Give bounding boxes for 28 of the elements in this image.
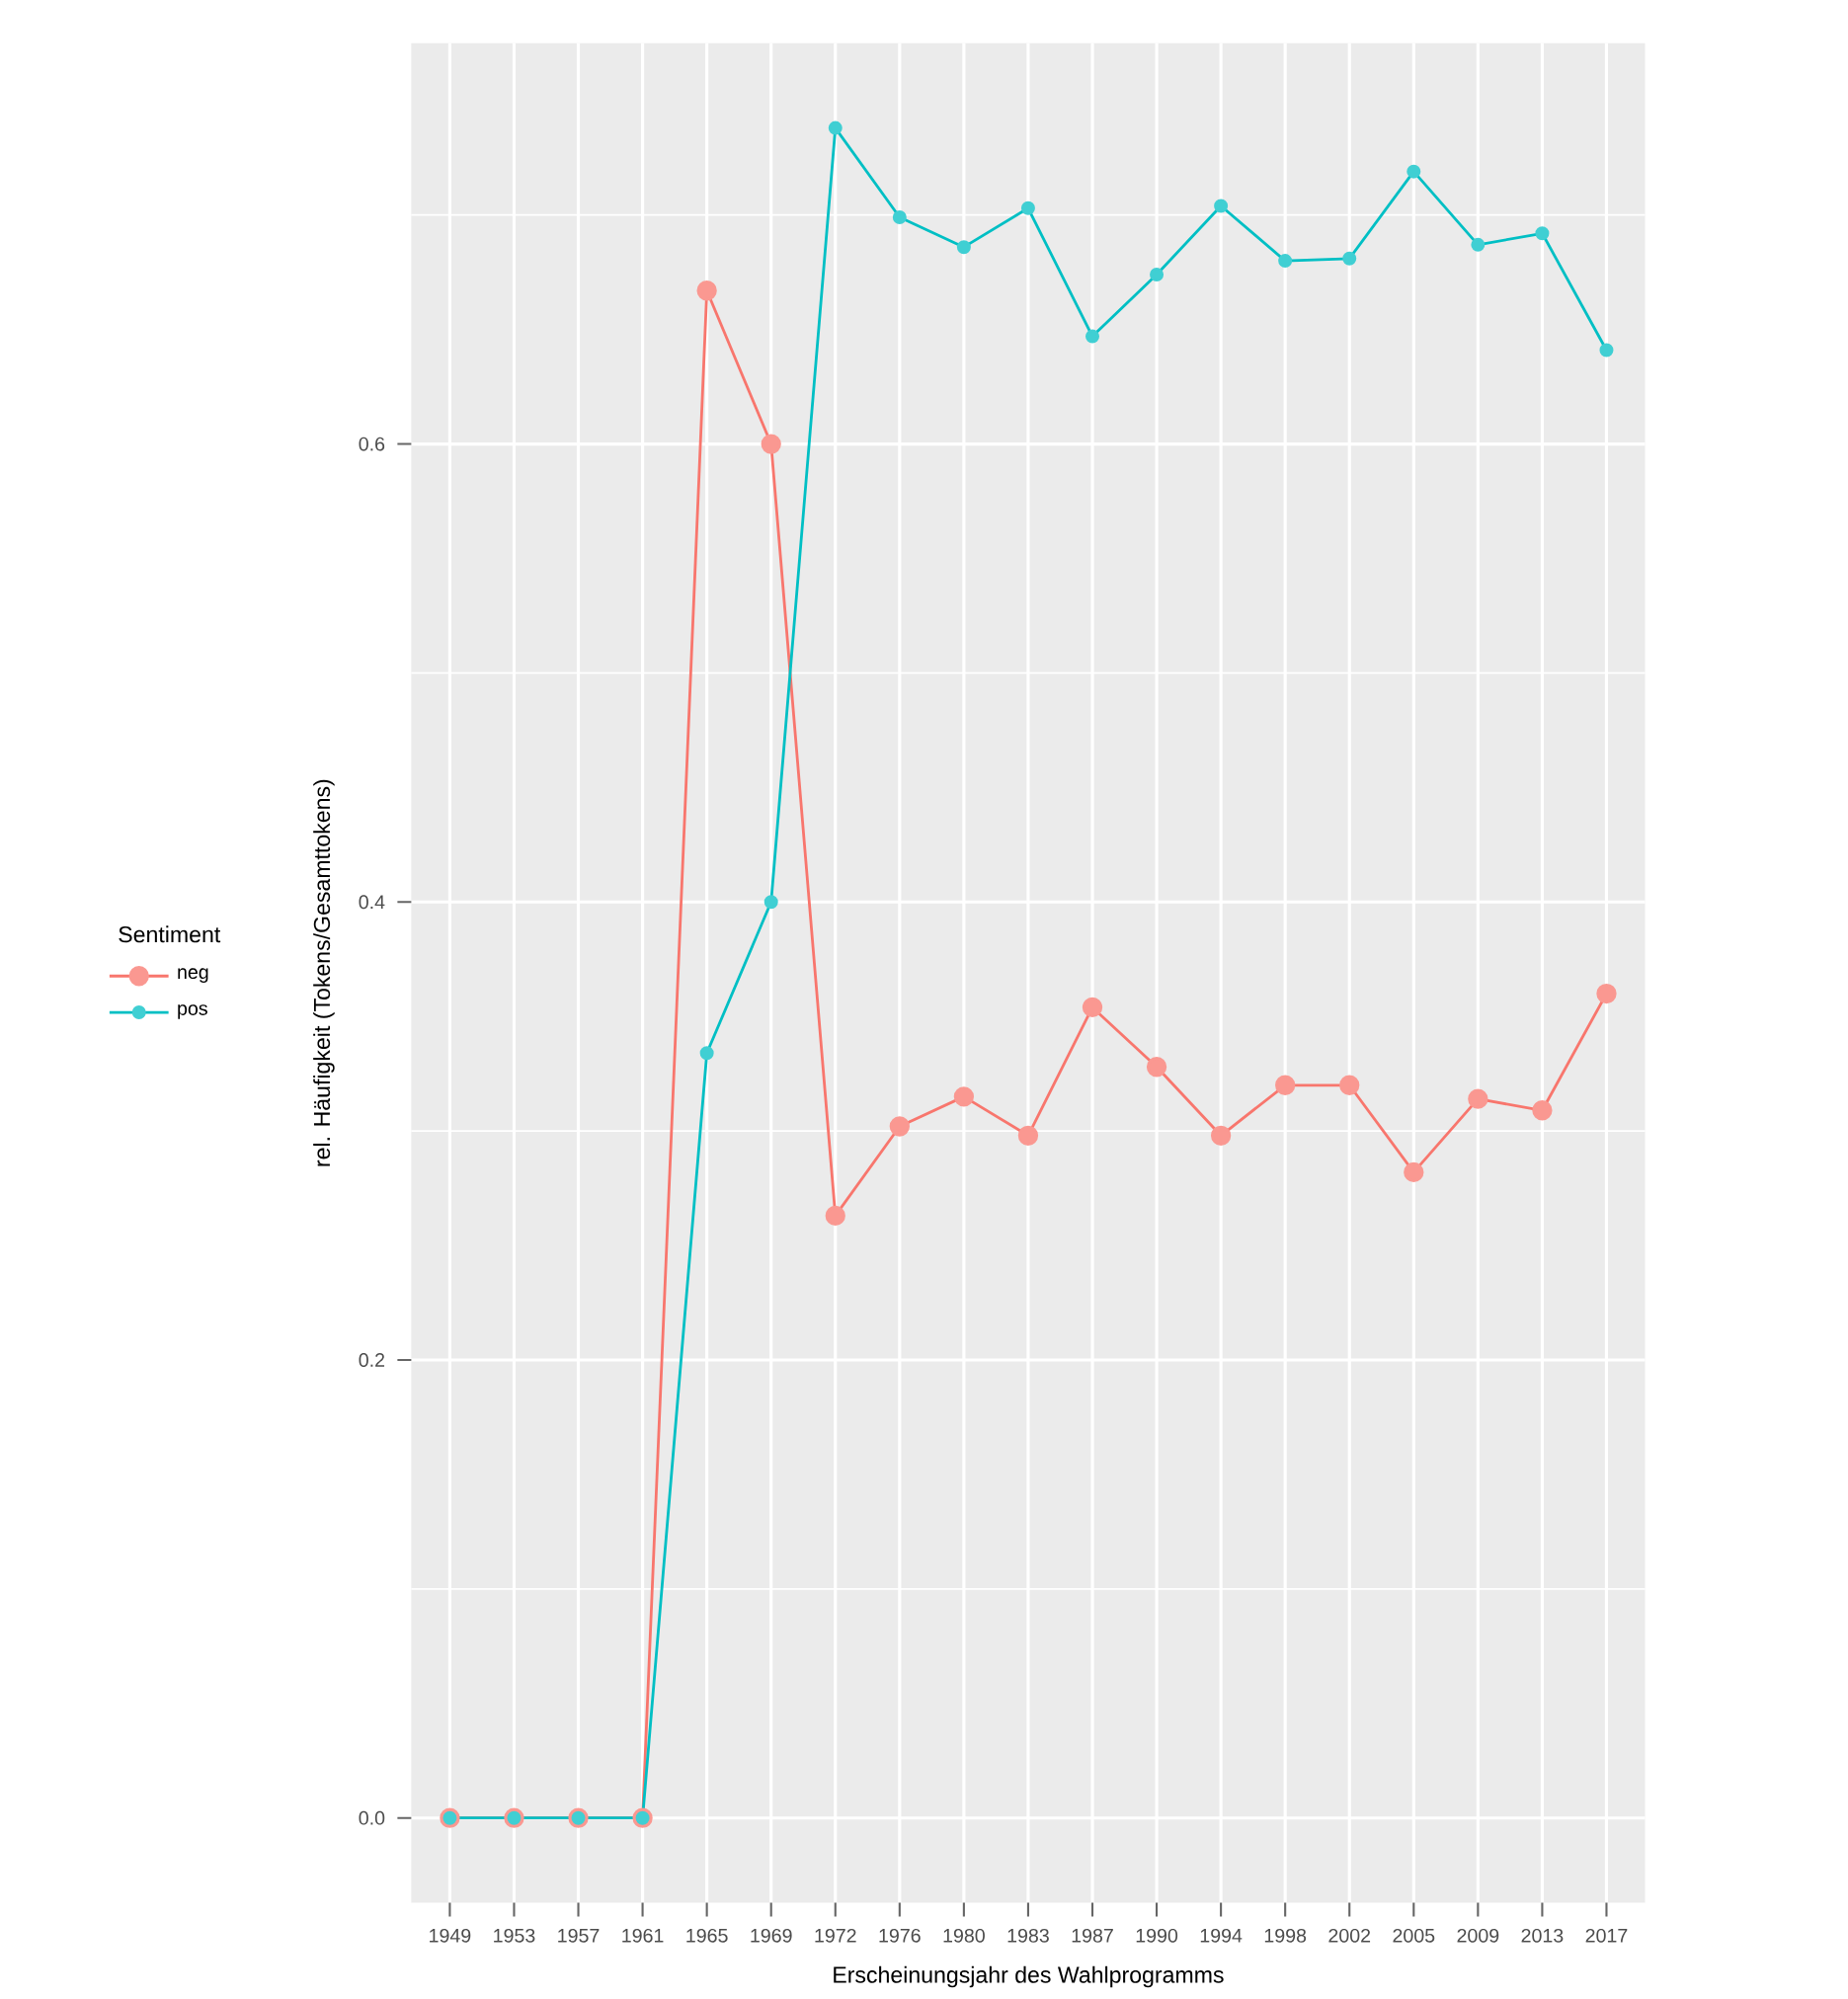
x-tick-label: 1953	[494, 1928, 535, 1943]
x-axis-title: Erscheinungsjahr des Wahlprogramms	[834, 1965, 1224, 1988]
x-tick-label: 2002	[1328, 1928, 1371, 1943]
x-tick-label: 2005	[1393, 1928, 1435, 1943]
x-tick-label: 1990	[1136, 1928, 1178, 1943]
x-tick-label: 1998	[1264, 1928, 1307, 1943]
x-tick-label: 1949	[430, 1928, 471, 1943]
x-tick-label: 1965	[686, 1928, 728, 1943]
y-tick-label: 0.0	[359, 1810, 385, 1825]
legend-label: neg	[178, 968, 208, 983]
legend-label: pos	[178, 1004, 208, 1019]
x-tick-label: 2009	[1457, 1928, 1499, 1943]
y-tick-label: 0.6	[359, 437, 385, 451]
x-tick-label: 1987	[1072, 1928, 1113, 1943]
x-tick-label: 1972	[815, 1928, 856, 1943]
x-tick-label: 1976	[879, 1928, 921, 1943]
y-tick-label: 0.4	[359, 895, 385, 910]
x-tick-label: 2013	[1521, 1928, 1564, 1943]
x-tick-label: 1994	[1200, 1928, 1243, 1943]
x-tick-label: 1983	[1007, 1928, 1050, 1943]
y-tick-label: 0.2	[359, 1353, 385, 1367]
x-tick-label: 1961	[622, 1928, 664, 1943]
y-axis-title: rel. Häufigkeit (Tokens/Gesamttokens)	[313, 779, 335, 1166]
x-tick-label: 2017	[1585, 1928, 1628, 1943]
x-tick-label: 1980	[943, 1928, 986, 1943]
x-tick-label: 1957	[558, 1928, 600, 1943]
legend-title: Sentiment	[119, 925, 221, 943]
x-tick-label: 1969	[751, 1928, 792, 1943]
